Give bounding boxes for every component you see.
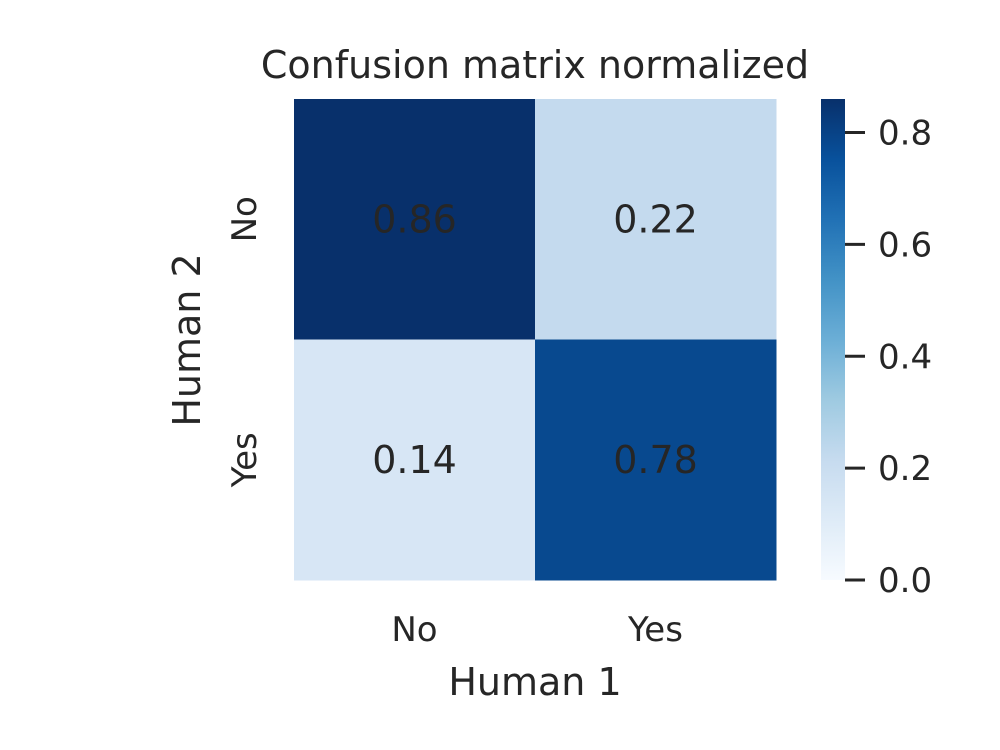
colorbar-tick-label-3: 0.6	[878, 225, 932, 265]
colorbar	[821, 99, 845, 580]
y-tick-label-0: No	[225, 196, 265, 242]
colorbar-ticks: 0.0 0.2 0.4 0.6 0.8	[845, 114, 932, 601]
colorbar-tick-label-1: 0.2	[878, 449, 932, 489]
heatmap-cell-labels: 0.86 0.22 0.14 0.78	[372, 197, 698, 482]
colorbar-tick-label-4: 0.8	[878, 114, 932, 154]
x-tick-labels: No Yes	[391, 610, 683, 650]
x-tick-label-0: No	[391, 610, 437, 650]
colorbar-tick-label-0: 0.0	[878, 561, 932, 601]
cell-value-label-r1-c1: 0.78	[613, 438, 698, 482]
colorbar-tick-label-2: 0.4	[878, 337, 932, 377]
cell-value-label-r1-c0: 0.14	[372, 438, 457, 482]
y-tick-labels: No Yes	[225, 196, 265, 488]
y-axis-label: Human 2	[165, 253, 209, 426]
heatmap-cell-r0-c1	[535, 99, 777, 340]
chart-title: Confusion matrix normalized	[261, 43, 809, 87]
heatmap-cell-r1-c0	[294, 339, 536, 581]
heatmap-cell-r0-c0	[294, 99, 536, 340]
y-tick-label-1: Yes	[225, 432, 265, 488]
x-tick-label-1: Yes	[627, 610, 683, 650]
cell-value-label-r0-c1: 0.22	[613, 197, 698, 241]
heatmap-cell-r1-c1	[535, 339, 777, 581]
cell-value-label-r0-c0: 0.86	[372, 197, 457, 241]
x-axis-label: Human 1	[448, 660, 621, 704]
heatmap-cells	[294, 99, 777, 581]
